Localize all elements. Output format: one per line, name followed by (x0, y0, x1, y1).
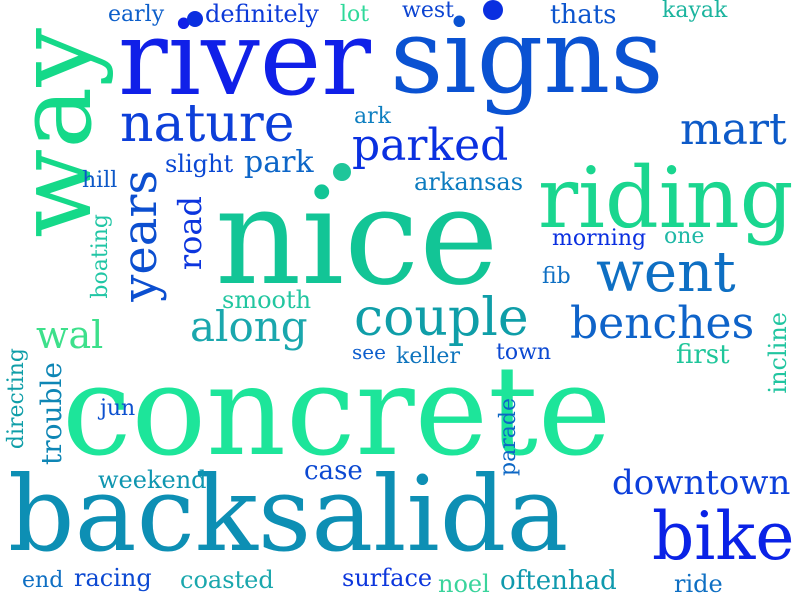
word-bike: bike (652, 498, 795, 575)
word-went: went (596, 240, 736, 305)
word-case: case (304, 456, 363, 486)
word-directing: directing (4, 348, 29, 450)
word-mart: mart (680, 104, 787, 155)
word-wal: wal (36, 313, 104, 357)
word-boating: boating (88, 214, 113, 299)
word-backsalida: backsalida (8, 453, 569, 575)
word-noel: noel (438, 570, 490, 598)
decorative-dot (187, 11, 203, 27)
word-hill: hill (82, 168, 118, 193)
decorative-dot (483, 0, 503, 20)
word-see: see (352, 340, 386, 364)
word-couple: couple (354, 288, 529, 348)
word-nature: nature (120, 94, 295, 154)
word-arkansas: arkansas (414, 168, 524, 196)
word-park: park (244, 145, 314, 180)
word-concrete: concrete (62, 340, 612, 484)
word-keller: keller (396, 344, 460, 369)
word-smooth: smooth (222, 286, 312, 314)
decorative-dot (333, 163, 351, 181)
word-early: early (108, 2, 165, 27)
word-jun: jun (100, 396, 136, 421)
word-signs: signs (390, 0, 664, 117)
word-fib: fib (542, 264, 571, 289)
word-end: end (22, 568, 64, 593)
word-morning: morning (552, 226, 647, 251)
word-weekend: weekend (98, 466, 207, 494)
word-nice: nice (215, 159, 499, 315)
word-kayak: kayak (662, 0, 728, 23)
word-downtown: downtown (612, 463, 791, 503)
word-years: years (112, 170, 168, 302)
word-river: river (118, 0, 371, 119)
word-one: one (664, 224, 705, 249)
word-slight: slight (165, 150, 234, 178)
word-along: along (190, 302, 308, 351)
word-parked: parked (352, 120, 509, 171)
word-oftenhad: oftenhad (500, 566, 617, 596)
word-definitely: definitely (205, 0, 319, 28)
word-lot: lot (340, 2, 370, 27)
word-thats: thats (550, 0, 617, 30)
word-ride: ride (674, 570, 723, 598)
word-benches: benches (570, 298, 755, 349)
word-trouble: trouble (35, 362, 68, 465)
word-riding: riding (538, 149, 794, 247)
word-road: road (171, 196, 209, 271)
word-surface: surface (342, 564, 433, 592)
word-racing: racing (74, 564, 152, 592)
word-west: west (402, 0, 454, 23)
word-parade: parade (496, 398, 521, 476)
word-coasted: coasted (180, 566, 274, 594)
word-town: town (496, 340, 552, 365)
word-first: first (676, 340, 730, 370)
word-ark: ark (354, 104, 391, 129)
word-incline: incline (764, 312, 792, 394)
word-way: way (0, 28, 115, 238)
